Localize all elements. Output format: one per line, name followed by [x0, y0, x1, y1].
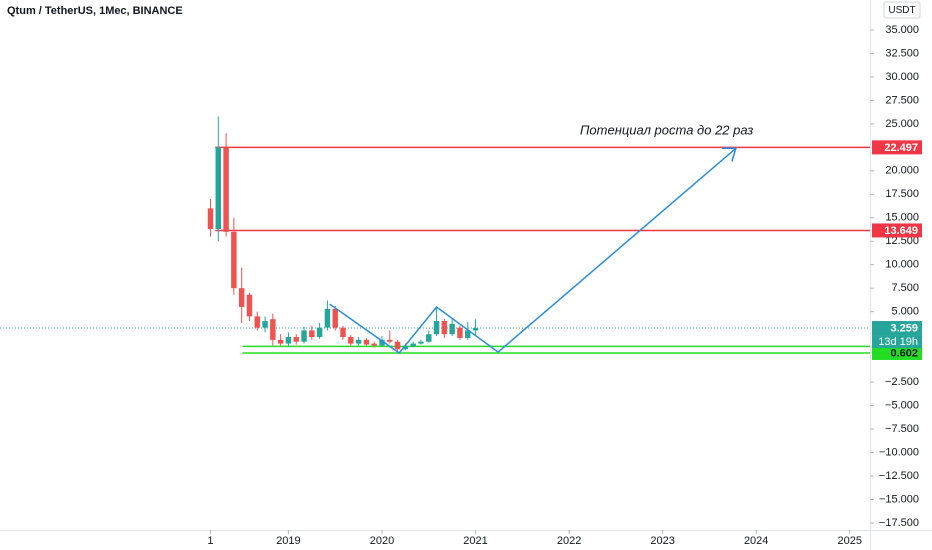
candle-body — [433, 321, 440, 335]
y-tick-label: 15.000 — [885, 212, 919, 224]
countdown: 13d 19h — [878, 336, 918, 348]
candle-body — [207, 208, 214, 230]
x-tick-label: 2019 — [276, 535, 300, 547]
candle-body — [340, 327, 346, 338]
level-label-bg — [872, 345, 922, 360]
candle-body — [363, 339, 370, 345]
level-label: 22.497 — [884, 142, 918, 154]
candle-body — [277, 339, 284, 344]
y-tick-label: −2.500 — [885, 376, 919, 388]
x-tick-label: 2024 — [744, 535, 768, 547]
y-tick-label: 17.500 — [885, 188, 919, 200]
candle-body — [379, 339, 385, 346]
candle-body — [426, 334, 432, 342]
candle-body — [465, 330, 471, 338]
x-tick-label: 2022 — [557, 535, 581, 547]
y-tick-label: 30.000 — [885, 71, 919, 83]
candle-body — [441, 321, 448, 335]
countdown-bg — [872, 335, 922, 349]
x-tick-label: 2020 — [370, 535, 394, 547]
candle-body — [410, 343, 416, 347]
candle-body — [223, 147, 229, 232]
last-price-label-bg — [872, 321, 922, 336]
candle-body — [238, 288, 245, 307]
y-tick-label: −10.000 — [879, 446, 919, 458]
y-tick-label: −7.500 — [885, 423, 919, 435]
candle-body — [387, 339, 393, 342]
x-tick-label: 2021 — [463, 535, 487, 547]
y-tick-label: −5.000 — [885, 399, 919, 411]
chart-title: Qtum / TetherUS, 1Мес, BINANCE — [7, 5, 183, 17]
y-tick-label: 7.500 — [891, 282, 919, 294]
candle-body — [324, 308, 331, 328]
currency-label[interactable]: USDT — [888, 5, 915, 16]
candle-body — [254, 316, 260, 328]
candle-body — [231, 231, 237, 289]
candle-body — [457, 327, 463, 338]
y-tick-label: −17.500 — [879, 517, 919, 529]
projection-arrowhead — [721, 147, 737, 162]
candle-body — [309, 330, 315, 338]
annotation: Потенциал роста до 22 раз — [580, 122, 753, 137]
x-tick-label: 2025 — [837, 535, 861, 547]
y-tick-label: 10.000 — [885, 259, 919, 271]
level-label: 13.649 — [884, 225, 918, 237]
y-tick-label: 12.500 — [885, 235, 919, 247]
candle-body — [293, 337, 299, 342]
currency-box[interactable] — [883, 1, 921, 19]
projection-line — [329, 147, 737, 355]
candle-body — [449, 323, 455, 335]
candle-body — [246, 294, 253, 317]
candle-body — [301, 330, 307, 342]
candle-body — [270, 319, 276, 340]
candle-body — [215, 147, 222, 230]
candle-body — [402, 346, 409, 350]
x-tick-label: 1 — [207, 535, 213, 547]
y-tick-label: 35.000 — [885, 24, 919, 36]
y-tick-label: 32.500 — [885, 47, 919, 59]
candle-body — [394, 341, 401, 350]
candle-body — [262, 321, 268, 328]
level-label-bg — [872, 140, 922, 155]
level-label-bg — [872, 223, 922, 238]
candle-body — [418, 341, 424, 344]
y-tick-label: −12.500 — [879, 470, 919, 482]
y-tick-label: −15.000 — [879, 493, 919, 505]
y-tick-label: 20.000 — [885, 165, 919, 177]
candle-body — [355, 339, 362, 344]
y-tick-label: 5.000 — [891, 306, 919, 318]
candle-body — [371, 343, 377, 346]
candle-body — [348, 337, 354, 344]
candle-body — [472, 328, 479, 331]
x-tick-label: 2023 — [650, 535, 674, 547]
candle-body — [316, 327, 323, 338]
candle-body — [285, 337, 292, 344]
y-tick-label: 27.500 — [885, 94, 919, 106]
last-price-label: 3.259 — [890, 322, 918, 334]
y-tick-label: 25.000 — [885, 118, 919, 130]
candle-body — [332, 308, 338, 328]
level-label: 0.602 — [890, 347, 918, 359]
